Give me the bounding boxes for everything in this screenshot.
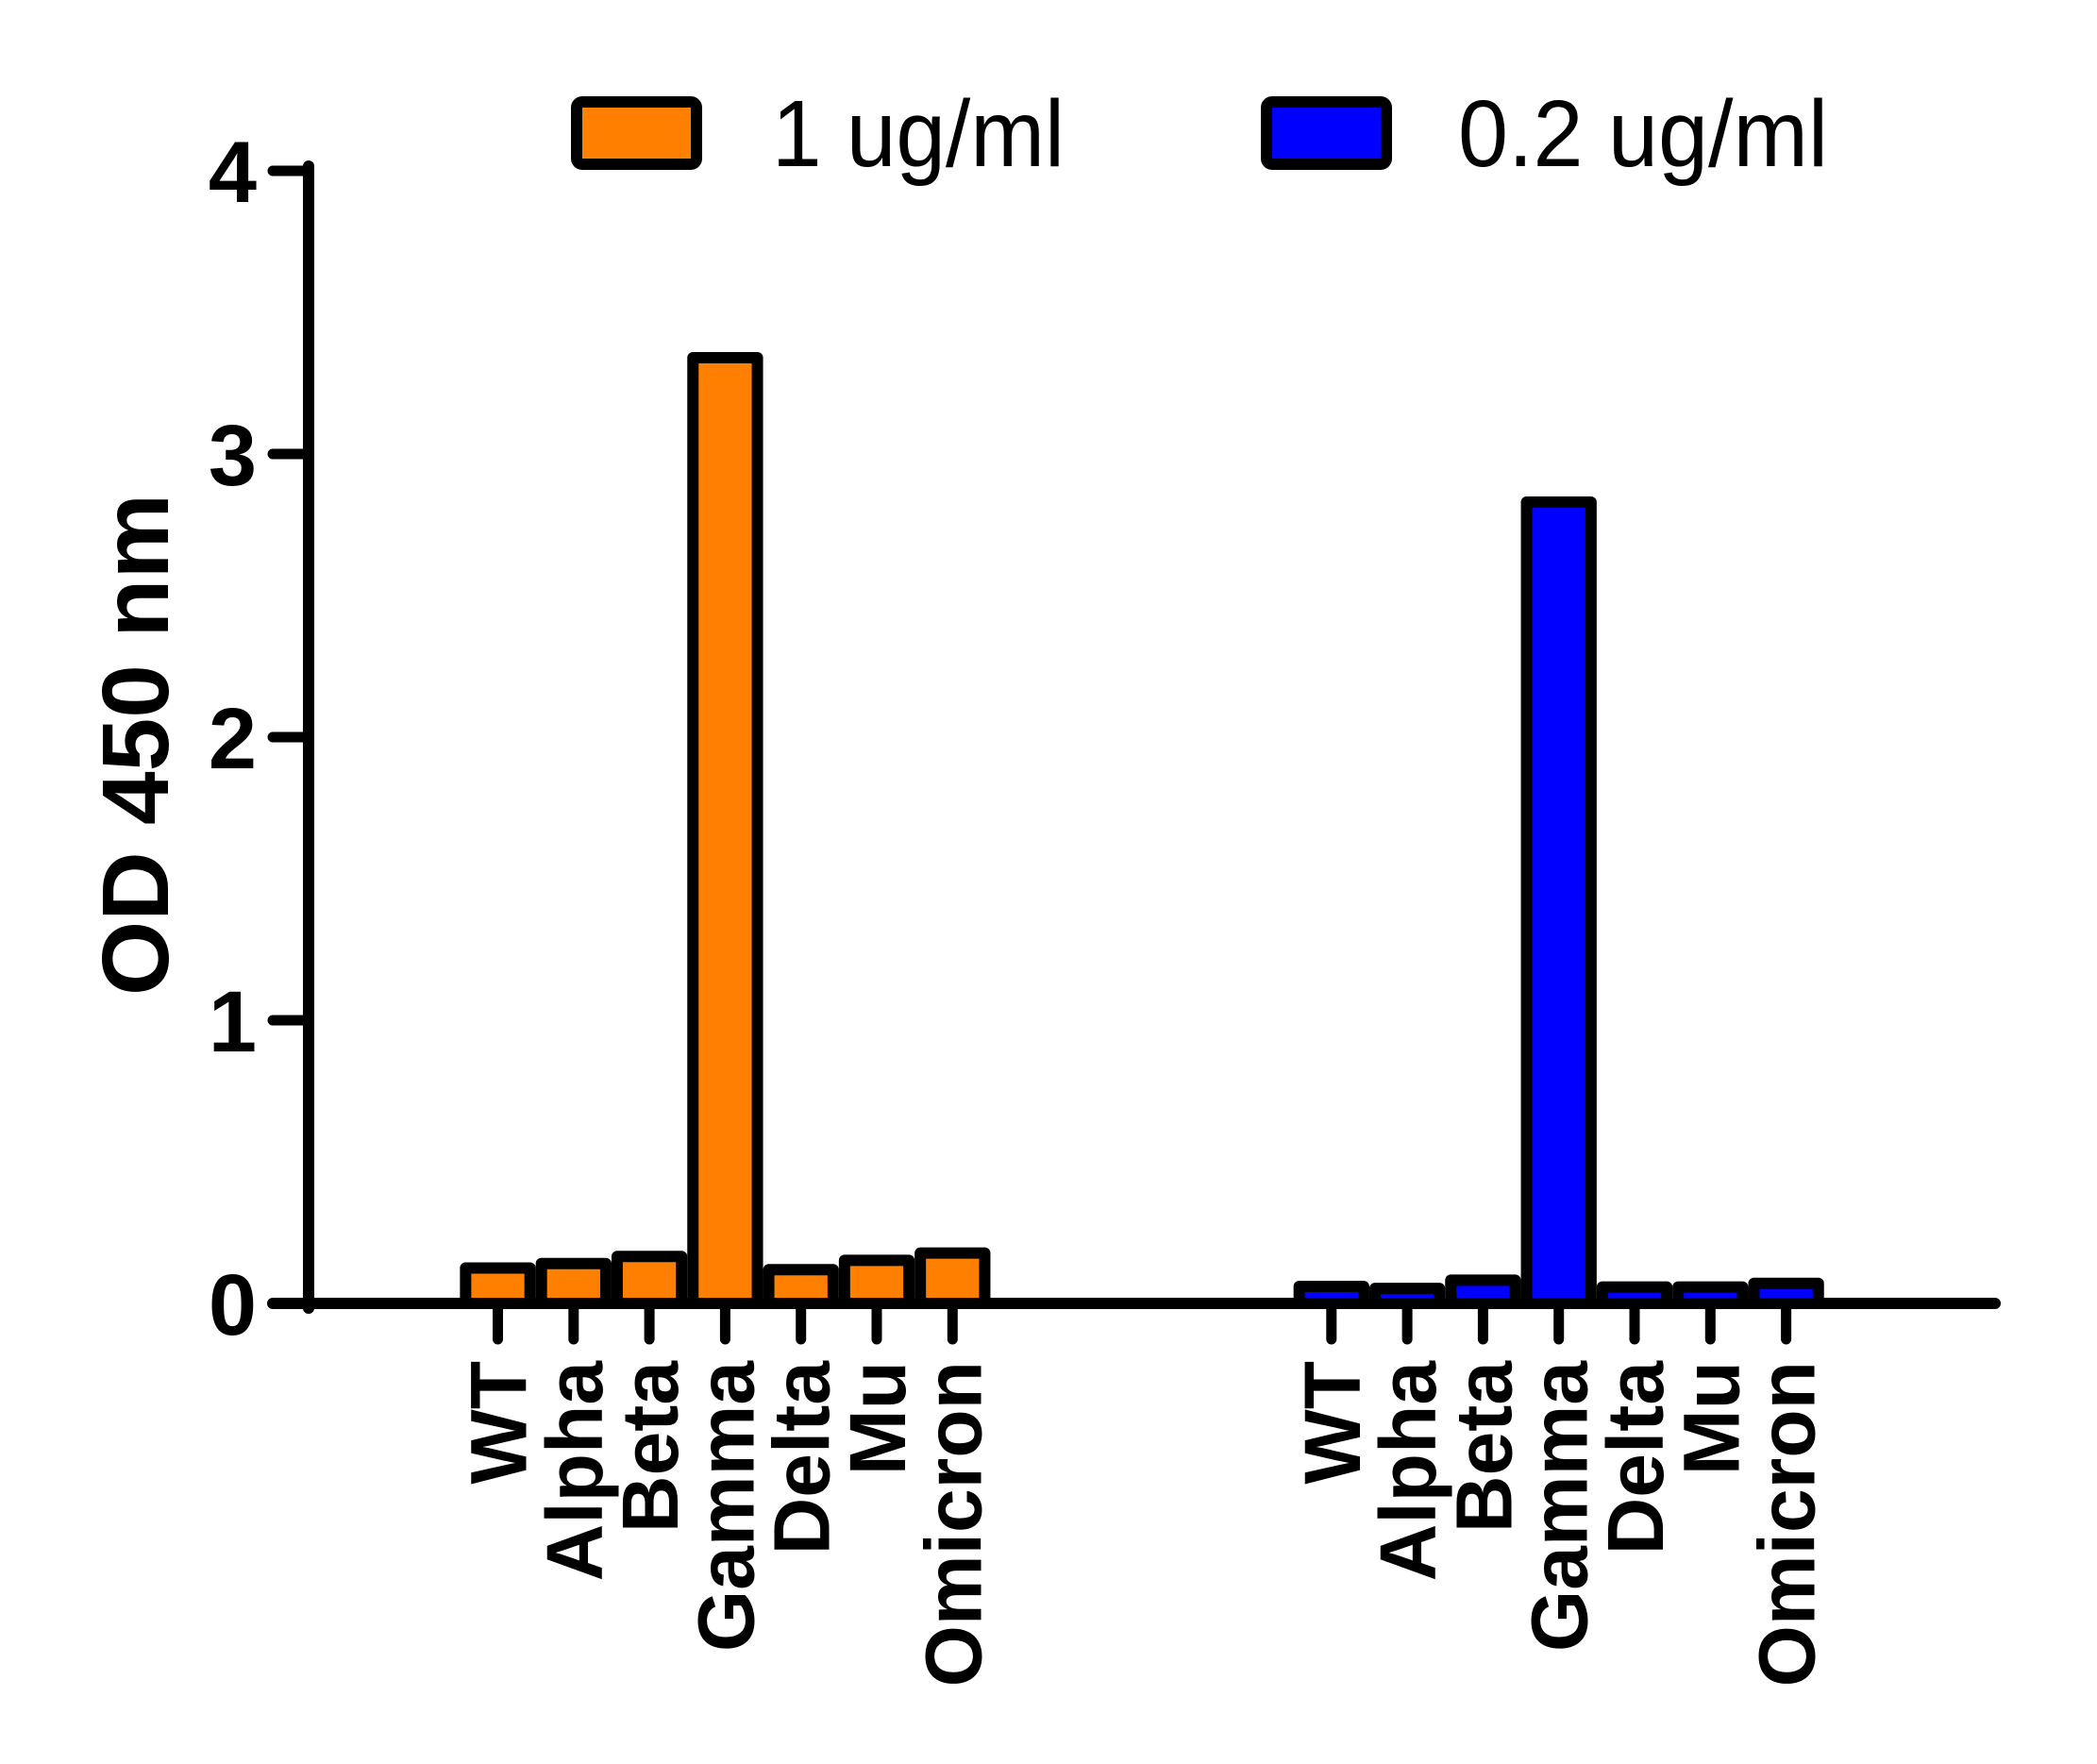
x-tick-label: Omicron [909,1361,998,1687]
y-ticks: 0 1 2 3 4 [209,125,314,1353]
y-tick-label: 2 [209,691,257,787]
y-tick-label: 4 [209,125,257,221]
x-tick-label: WT [455,1361,544,1485]
x-tick-label: Alpha [530,1360,619,1582]
y-axis-title: OD 450 nm [83,494,189,996]
bar-1ugml-omicron [914,1247,991,1309]
x-tick-label: WT [1288,1361,1377,1485]
y-tick-label: 3 [209,408,257,504]
bar-1ugml-gamma [687,352,763,1309]
legend: 1 ug/ml 0.2 ug/ml [571,81,1828,187]
bars [460,352,1824,1310]
x-tick-label: Delta [758,1360,847,1555]
bar-1ugml-mu [838,1254,915,1310]
legend-swatch-blue [1261,96,1392,170]
bar-1ugml-alpha [535,1257,612,1309]
legend-swatch-orange [571,96,702,170]
x-tick-label: Mu [833,1361,922,1475]
bar-02ugml-gamma [1520,496,1597,1309]
y-tick-label: 0 [209,1257,257,1353]
x-tick-label: Mu [1667,1361,1755,1475]
x-tick-label: Omicron [1743,1361,1832,1687]
legend-item-1ugml: 1 ug/ml [571,81,1065,187]
legend-item-02ugml: 0.2 ug/ml [1261,81,1828,187]
x-tick-label: Gamma [1516,1360,1604,1652]
x-tick-label: Alpha [1364,1360,1452,1582]
legend-label-1ugml: 1 ug/ml [772,81,1065,187]
x-tick-label: Delta [1591,1360,1680,1555]
x-tick-label: Gamma [681,1360,770,1652]
x-tick-label: Beta [606,1360,695,1533]
y-tick-label: 1 [209,974,257,1070]
legend-label-02ugml: 0.2 ug/ml [1458,81,1828,187]
bar-1ugml-beta [611,1251,688,1309]
x-tick-label: Beta [1439,1360,1528,1533]
